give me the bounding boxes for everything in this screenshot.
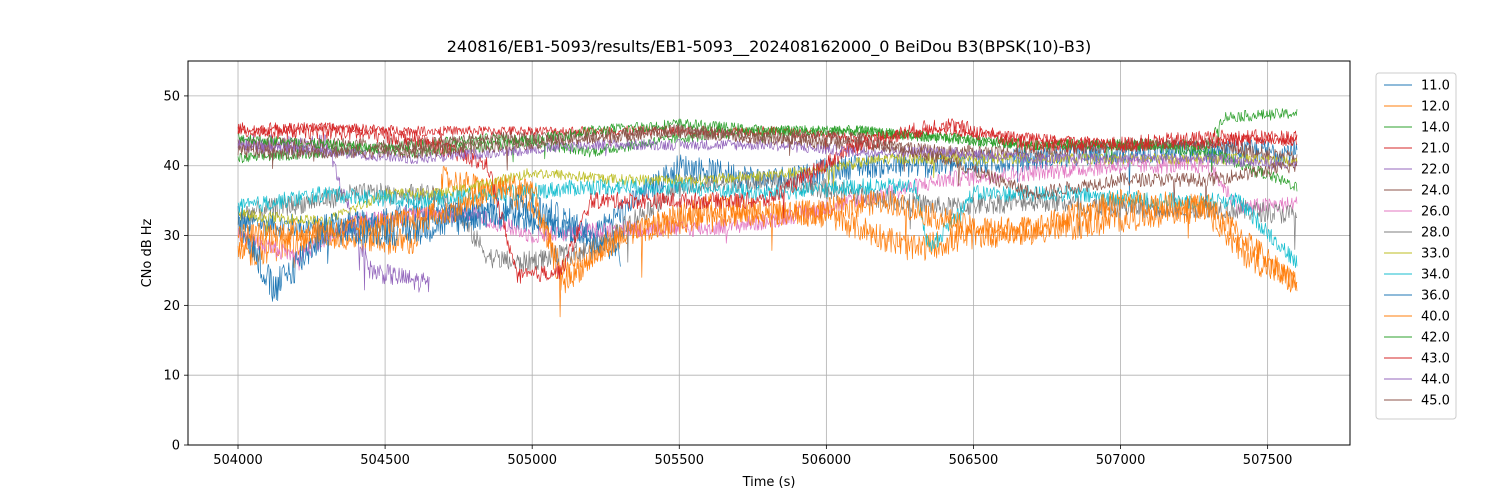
legend-label: 33.0 <box>1421 247 1450 262</box>
chart-title: 240816/EB1-5093/results/EB1-5093__202408… <box>447 37 1092 57</box>
legend-label: 12.0 <box>1421 100 1450 115</box>
legend-label: 22.0 <box>1421 163 1450 178</box>
y-tick-label: 40 <box>163 159 180 174</box>
legend: 11.0 12.0 14.0 21.0 22.0 24.0 26.0 28.0 33.0 34.0… <box>1375 72 1457 420</box>
y-tick-label: 50 <box>163 89 180 104</box>
series-line-45-0 <box>237 123 1298 206</box>
series-layer <box>237 108 1298 318</box>
legend-label: 36.0 <box>1421 289 1450 304</box>
legend-label: 40.0 <box>1421 310 1450 325</box>
legend-label: 11.0 <box>1421 79 1450 94</box>
legend-label: 34.0 <box>1421 268 1450 283</box>
legend-label: 21.0 <box>1421 142 1450 157</box>
series-line-33-0 <box>237 152 1298 238</box>
x-tick-label: 504500 <box>360 453 410 468</box>
series-line-28-0 <box>237 170 1298 272</box>
series-line-36-0 <box>237 192 621 302</box>
legend-label: 28.0 <box>1421 226 1450 241</box>
legend-label: 24.0 <box>1421 184 1450 199</box>
x-tick-label: 505500 <box>654 453 704 468</box>
x-tick-label: 505000 <box>507 453 557 468</box>
series-line-43-0 <box>237 118 1298 284</box>
plot-frame <box>187 60 1351 446</box>
grid-layer <box>188 61 1350 446</box>
series-line-44-0 <box>237 138 1298 170</box>
x-tick-label: 506000 <box>802 453 852 468</box>
x-axis-label: Time (s) <box>742 475 796 490</box>
y-axis-label: CNo dB Hz <box>140 218 155 287</box>
y-tick-label: 20 <box>163 299 180 314</box>
legend-label: 26.0 <box>1421 205 1450 220</box>
series-line-12-0 <box>237 165 1298 318</box>
legend-label: 14.0 <box>1421 121 1450 136</box>
series-line-34-0 <box>237 177 1298 268</box>
series-line-40-0 <box>237 174 1298 294</box>
y-tick-label: 30 <box>163 229 180 244</box>
legend-box <box>1375 72 1457 420</box>
legend-label: 44.0 <box>1421 373 1450 388</box>
y-tick-label: 10 <box>163 369 180 384</box>
legend-label: 45.0 <box>1421 394 1450 409</box>
x-tick-label: 507000 <box>1096 453 1146 468</box>
ticks-layer: 504000 504500 505000 505500 506000 506500 5070… <box>163 89 1292 468</box>
x-tick-label: 504000 <box>213 453 263 468</box>
y-tick-label: 0 <box>172 439 180 454</box>
x-tick-label: 506500 <box>949 453 999 468</box>
x-tick-label: 507500 <box>1243 453 1293 468</box>
legend-label: 43.0 <box>1421 352 1450 367</box>
legend-label: 42.0 <box>1421 331 1450 346</box>
